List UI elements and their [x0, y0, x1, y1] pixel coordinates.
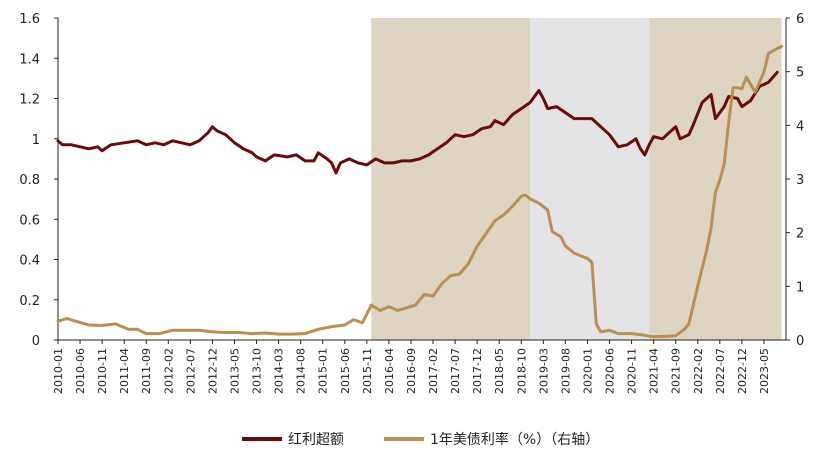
legend: 红利超额 1年美债利率（%）（右轴） — [242, 431, 599, 448]
legend-label-treasury: 1年美债利率（%）（右轴） — [430, 431, 599, 448]
x-tick-label-2: 2010-11 — [96, 348, 109, 394]
x-tick-label-30: 2022-07 — [714, 348, 727, 394]
x-tick-label-21: 2018-10 — [515, 348, 528, 394]
x-tick-label-14: 2015-11 — [361, 348, 374, 394]
right-tick-label-3: 3 — [796, 173, 804, 188]
right-tick-label-6: 6 — [796, 12, 804, 27]
x-tick-label-15: 2016-04 — [383, 348, 396, 394]
x-tick-label-7: 2012-12 — [206, 348, 219, 394]
x-ticks: 2010-01 2010-06 2010-11 2011-04 2011-09 2012-… — [52, 340, 771, 394]
x-tick-label-10: 2014-03 — [273, 348, 286, 394]
right-tick-label-4: 4 — [796, 119, 804, 134]
left-tick-label-2: 0.4 — [19, 254, 40, 269]
x-tick-label-9: 2013-10 — [251, 348, 264, 394]
x-tick-label-20: 2018-05 — [493, 348, 506, 394]
x-tick-label-32: 2023-05 — [758, 348, 771, 394]
x-tick-label-27: 2021-04 — [648, 348, 661, 394]
left-tick-label-5: 1 — [32, 133, 40, 148]
x-tick-label-26: 2020-11 — [626, 348, 639, 394]
left-tick-label-0: 0 — [32, 334, 40, 349]
shaded-period-1 — [530, 18, 650, 340]
x-tick-label-3: 2011-04 — [118, 348, 131, 394]
x-tick-label-31: 2022-12 — [736, 348, 749, 394]
x-tick-label-18: 2017-07 — [449, 348, 462, 394]
legend-label-dividend: 红利超额 — [288, 432, 344, 448]
x-tick-label-23: 2019-08 — [559, 348, 572, 394]
right-y-ticks: 0 1 2 3 4 5 6 — [786, 12, 804, 349]
x-tick-label-12: 2015-01 — [317, 348, 330, 394]
left-tick-label-7: 1.4 — [19, 52, 40, 67]
right-tick-label-0: 0 — [796, 334, 804, 349]
x-tick-label-8: 2013-05 — [228, 348, 241, 394]
series-lines — [56, 44, 784, 339]
left-tick-label-3: 0.6 — [19, 213, 40, 228]
shaded-period-0 — [371, 18, 531, 340]
left-tick-label-8: 1.6 — [19, 12, 40, 27]
x-tick-label-24: 2020-01 — [581, 348, 594, 394]
x-tick-label-28: 2021-09 — [670, 348, 683, 394]
x-tick-label-13: 2015-06 — [339, 348, 352, 394]
x-tick-label-19: 2017-12 — [471, 348, 484, 394]
x-tick-label-29: 2022-02 — [692, 348, 705, 394]
left-tick-label-6: 1.2 — [19, 93, 40, 108]
series-line-treasury-1y — [56, 44, 784, 339]
series-line-dividend-excess — [56, 70, 779, 175]
left-tick-label-1: 0.2 — [19, 294, 40, 309]
shaded-regions — [371, 18, 782, 340]
shaded-period-2 — [649, 18, 782, 340]
left-tick-label-4: 0.8 — [19, 173, 40, 188]
x-tick-label-0: 2010-01 — [52, 348, 65, 394]
left-y-ticks: 0 0.2 0.4 0.6 0.8 1 1.2 1.4 1.6 — [19, 12, 58, 349]
right-tick-label-2: 2 — [796, 227, 804, 242]
x-tick-label-25: 2020-06 — [604, 348, 617, 394]
x-tick-label-5: 2012-02 — [162, 348, 175, 394]
x-tick-label-6: 2012-07 — [184, 348, 197, 394]
x-tick-label-11: 2014-08 — [295, 348, 308, 394]
x-tick-label-1: 2010-06 — [74, 348, 87, 394]
x-tick-label-22: 2019-03 — [537, 348, 550, 394]
x-tick-label-4: 2011-09 — [140, 348, 153, 394]
right-tick-label-5: 5 — [796, 66, 804, 81]
x-tick-label-16: 2016-09 — [405, 348, 418, 394]
right-tick-label-1: 1 — [796, 280, 804, 295]
x-tick-label-17: 2017-02 — [427, 348, 440, 394]
